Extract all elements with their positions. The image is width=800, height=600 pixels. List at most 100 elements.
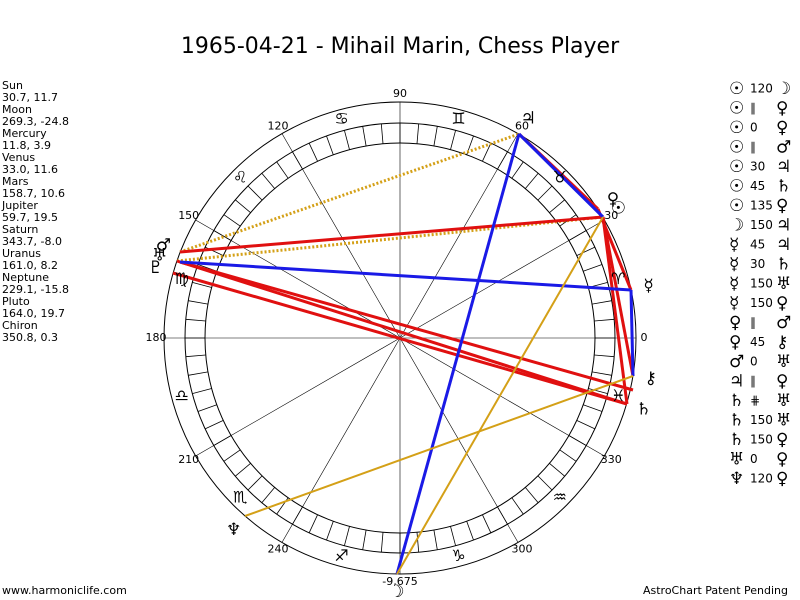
aspect-angle: ∥ (750, 140, 756, 154)
aspect-angle: 150 (750, 433, 773, 447)
aspect-planet-a: ☉ (729, 79, 744, 99)
footer-right: AstroChart Patent Pending (643, 584, 788, 597)
degree-tick (223, 214, 241, 227)
degree-tick (591, 371, 612, 376)
aspect-angle: ∥ (750, 316, 756, 330)
zodiac-sign: ♎ (175, 386, 189, 405)
aspect-angle: 120 (750, 82, 773, 96)
aspect-planet-a: ♀ (729, 313, 741, 333)
degree-tick (482, 514, 492, 534)
aspect-planet-a: ☉ (729, 138, 744, 158)
aspect-line (179, 260, 634, 392)
degree-tick (511, 497, 524, 515)
degree-tick (568, 230, 587, 241)
degree-tick (583, 264, 603, 272)
footer-left: www.harmoniclife.com (2, 584, 127, 597)
degree-tick (416, 123, 420, 144)
aspect-angle: 150 (750, 218, 773, 232)
aspect-angle: 30 (750, 257, 765, 271)
aspect-line (601, 216, 635, 377)
planet-glyph: ⚷ (644, 369, 656, 389)
aspect-line (172, 271, 628, 406)
aspect-angle: ⋕ (750, 394, 760, 408)
aspect-planet-a: ☉ (729, 177, 744, 197)
degree-tick (235, 199, 251, 214)
aspect-line (244, 375, 634, 517)
degree-tick (549, 462, 565, 477)
chart-title: 1965-04-21 - Mihail Marin, Chess Player (181, 34, 620, 59)
aspect-line (179, 132, 520, 254)
aspect-line (179, 215, 604, 254)
aspect-planet-a: ♃ (729, 372, 744, 392)
degree-label: 240 (268, 542, 289, 555)
planet-name: Venus (2, 151, 35, 164)
aspect-angle: ∥ (750, 101, 756, 115)
degree-label: 210 (178, 453, 199, 466)
degree-tick (482, 142, 492, 162)
aspect-planet-b: ⚷ (776, 333, 788, 353)
aspect-angle: 45 (750, 179, 765, 193)
planet-position: 11.8, 3.9 (2, 139, 51, 152)
degree-tick (292, 506, 303, 525)
degree-tick (416, 532, 420, 553)
aspect-angle: 135 (750, 199, 773, 213)
aspect-planet-b: ♀ (776, 99, 788, 119)
aspect-planet-a: ☿ (729, 274, 739, 294)
planet-name: Neptune (2, 271, 49, 284)
degree-tick (576, 246, 596, 256)
degree-tick (188, 300, 209, 305)
aspect-line (517, 132, 605, 219)
degree-tick (308, 514, 318, 534)
planet-name: Saturn (2, 223, 38, 236)
aspect-planet-b: ♀ (776, 430, 788, 450)
degree-tick (185, 318, 206, 322)
planet-glyph: ♆ (226, 520, 241, 540)
planet-glyph: ♂ (156, 236, 171, 256)
planet-name: Moon (2, 103, 32, 116)
aspect-planet-b: ♅ (776, 391, 791, 411)
degree-tick (362, 529, 367, 550)
aspect-angle: 0 (750, 452, 758, 466)
aspect-angle: 0 (750, 121, 758, 135)
aspect-planet-b: ♅ (776, 411, 791, 431)
degree-tick (247, 185, 263, 201)
aspect-planet-b: ♃ (776, 157, 791, 177)
degree-tick (524, 173, 539, 189)
degree-tick (362, 126, 367, 147)
planet-glyph: ♃ (521, 109, 536, 129)
aspect-line (629, 289, 635, 377)
aspect-planet-a: ♅ (729, 450, 744, 470)
degree-tick (380, 532, 384, 553)
aspect-planet-b: ♀ (776, 118, 788, 138)
degree-tick (511, 161, 524, 179)
aspect-planet-b: ♀ (776, 196, 788, 216)
aspect-planet-a: ☿ (729, 294, 739, 314)
aspect-planet-b: ☽ (776, 79, 791, 99)
planet-name: Chiron (2, 319, 38, 332)
degree-label: 150 (178, 209, 199, 222)
aspect-planet-b: ♀ (776, 294, 788, 314)
planet-name: Mercury (2, 127, 47, 140)
degree-tick (213, 230, 232, 241)
degree-tick (261, 487, 276, 503)
planet-position: 229.1, -15.8 (2, 283, 69, 296)
zodiac-sign: ♐ (334, 546, 348, 565)
planet-name: Uranus (2, 247, 41, 260)
planet-glyph: ♅ (152, 245, 167, 265)
degree-tick (594, 318, 615, 322)
degree-label: -9,675 (382, 575, 417, 588)
degree-tick (292, 151, 303, 170)
zodiac-sign: ♈ (611, 269, 625, 288)
degree-tick (466, 521, 474, 541)
aspect-angle: ∥ (750, 374, 756, 388)
aspect-planet-a: ♄ (729, 411, 744, 431)
planet-glyph: ♇ (148, 258, 163, 278)
degree-tick (524, 487, 539, 503)
planet-position: 161.0, 8.2 (2, 259, 58, 272)
aspect-planet-b: ♂ (776, 313, 791, 333)
zodiac-sign: ♑ (451, 546, 465, 565)
aspect-planet-a: ☉ (729, 196, 744, 216)
degree-tick (433, 529, 438, 550)
degree-tick (326, 135, 334, 155)
